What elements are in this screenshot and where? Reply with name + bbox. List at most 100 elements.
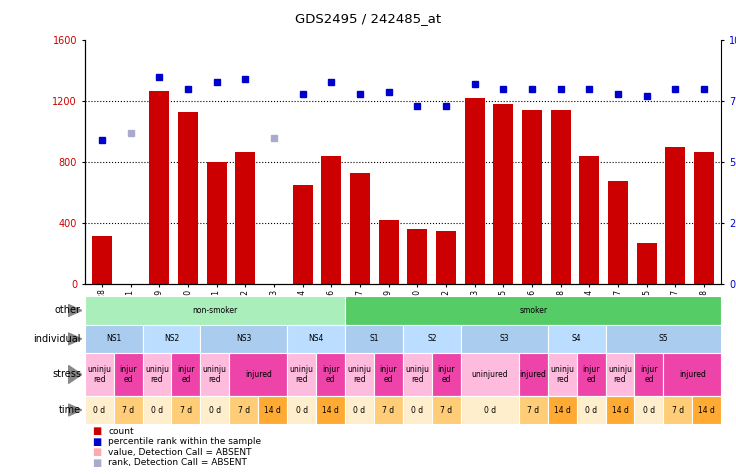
Text: 7 d: 7 d — [122, 406, 134, 414]
Bar — [200, 353, 230, 396]
Text: injur
ed: injur ed — [119, 365, 137, 384]
Polygon shape — [68, 404, 82, 416]
Text: non-smoker: non-smoker — [192, 306, 238, 315]
Bar — [665, 147, 685, 284]
Text: S2: S2 — [427, 335, 436, 343]
Bar — [407, 229, 428, 284]
Bar — [432, 396, 461, 424]
Text: 0 d: 0 d — [93, 406, 105, 414]
Bar — [606, 353, 634, 396]
Text: injur
ed: injur ed — [322, 365, 339, 384]
Text: stress: stress — [52, 369, 81, 380]
Text: injur
ed: injur ed — [380, 365, 397, 384]
Bar — [85, 325, 143, 353]
Bar — [461, 353, 519, 396]
Bar — [207, 162, 227, 284]
Bar — [548, 396, 576, 424]
Text: uninju
red: uninju red — [347, 365, 372, 384]
Text: 0 d: 0 d — [209, 406, 221, 414]
Text: value, Detection Call = ABSENT: value, Detection Call = ABSENT — [108, 448, 252, 456]
Bar — [608, 181, 628, 284]
Bar — [178, 112, 198, 284]
Bar — [403, 353, 432, 396]
Bar — [230, 353, 287, 396]
Text: 14 d: 14 d — [553, 406, 570, 414]
Text: 7 d: 7 d — [440, 406, 453, 414]
Bar — [230, 396, 258, 424]
Text: ■: ■ — [92, 437, 102, 447]
Text: uninju
red: uninju red — [608, 365, 632, 384]
Text: S1: S1 — [369, 335, 379, 343]
Text: NS1: NS1 — [106, 335, 121, 343]
Bar — [461, 325, 548, 353]
Bar — [606, 325, 721, 353]
Bar — [579, 156, 599, 284]
Bar — [345, 353, 374, 396]
Bar — [85, 296, 345, 325]
Text: time: time — [59, 405, 81, 415]
Bar — [316, 353, 345, 396]
Bar — [694, 152, 714, 284]
Bar — [374, 396, 403, 424]
Bar — [143, 325, 200, 353]
Text: injured: injured — [679, 370, 706, 379]
Bar — [143, 396, 171, 424]
Bar — [464, 98, 485, 284]
Polygon shape — [68, 365, 82, 383]
Text: S3: S3 — [500, 335, 509, 343]
Bar — [321, 156, 342, 284]
Bar — [637, 243, 657, 284]
Text: 7 d: 7 d — [180, 406, 192, 414]
Text: 0 d: 0 d — [296, 406, 308, 414]
Bar — [350, 173, 370, 284]
Text: 7 d: 7 d — [672, 406, 684, 414]
Bar — [403, 325, 461, 353]
Bar — [149, 91, 169, 284]
Text: injur
ed: injur ed — [582, 365, 600, 384]
Text: S5: S5 — [659, 335, 668, 343]
Text: ■: ■ — [92, 447, 102, 457]
Bar — [287, 325, 345, 353]
Text: uninju
red: uninju red — [145, 365, 169, 384]
Text: uninju
red: uninju red — [203, 365, 227, 384]
Bar — [236, 152, 255, 284]
Text: uninju
red: uninju red — [290, 365, 314, 384]
Bar — [85, 396, 113, 424]
Bar — [171, 353, 200, 396]
Polygon shape — [68, 333, 82, 345]
Text: uninju
red: uninju red — [550, 365, 574, 384]
Polygon shape — [68, 304, 82, 317]
Text: 14 d: 14 d — [322, 406, 339, 414]
Bar — [143, 353, 171, 396]
Bar — [403, 396, 432, 424]
Text: 0 d: 0 d — [411, 406, 423, 414]
Bar — [634, 353, 663, 396]
Bar — [519, 396, 548, 424]
Text: percentile rank within the sample: percentile rank within the sample — [108, 438, 261, 446]
Text: uninju
red: uninju red — [406, 365, 429, 384]
Text: uninju
red: uninju red — [87, 365, 111, 384]
Bar — [374, 353, 403, 396]
Text: smoker: smoker — [519, 306, 548, 315]
Bar — [316, 396, 345, 424]
Text: 14 d: 14 d — [698, 406, 715, 414]
Text: injured: injured — [520, 370, 547, 379]
Bar — [287, 396, 316, 424]
Bar — [345, 325, 403, 353]
Bar — [576, 396, 606, 424]
Text: ■: ■ — [92, 457, 102, 468]
Text: count: count — [108, 427, 134, 436]
Bar — [548, 353, 576, 396]
Bar — [432, 353, 461, 396]
Text: injur
ed: injur ed — [438, 365, 455, 384]
Bar — [576, 353, 606, 396]
Bar — [663, 396, 693, 424]
Bar — [551, 110, 570, 284]
Bar — [548, 325, 606, 353]
Text: 7 d: 7 d — [238, 406, 250, 414]
Text: injur
ed: injur ed — [177, 365, 195, 384]
Bar — [200, 325, 287, 353]
Bar — [461, 396, 519, 424]
Text: 0 d: 0 d — [484, 406, 496, 414]
Text: NS4: NS4 — [308, 335, 324, 343]
